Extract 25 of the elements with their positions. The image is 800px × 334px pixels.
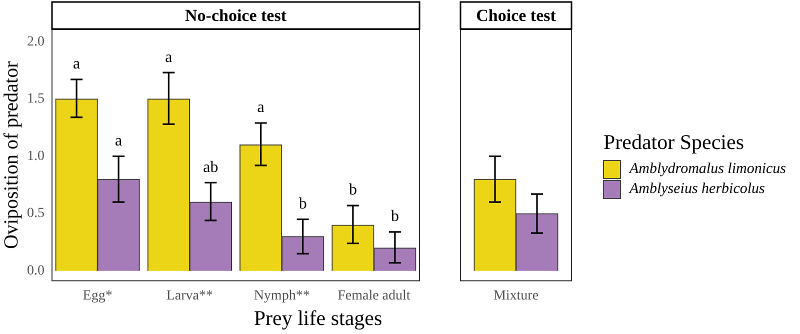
legend-title: Predator Species <box>603 130 746 155</box>
x-tick-label: Mixture <box>493 288 539 304</box>
data-label: b <box>298 196 307 212</box>
chart-title: No-choice test <box>185 6 287 25</box>
data-label: b <box>348 182 357 199</box>
y-tick-label: 2.0 <box>27 34 44 50</box>
x-tick-label: Egg* <box>82 288 112 304</box>
x-tick-label: Female adult <box>338 288 410 304</box>
y-tick-label: 1.0 <box>27 148 44 164</box>
y-tick-label: 0.0 <box>27 264 44 279</box>
legend-label: Amblydromalus limonicus <box>629 160 786 178</box>
data-label: a <box>165 48 172 66</box>
data-label: a <box>257 99 264 116</box>
y-tick-label: 1.5 <box>27 92 44 107</box>
legend-label: Amblyseius herbicolus <box>629 180 765 198</box>
data-label: a <box>73 56 80 73</box>
chart-title: Choice test <box>476 6 556 25</box>
data-label: b <box>390 208 399 226</box>
data-label: a <box>115 132 122 150</box>
y-tick-label: 0.5 <box>27 206 44 222</box>
x-tick-label: Larva** <box>166 288 214 304</box>
y-axis-title: Oviposition of predator <box>0 60 22 249</box>
x-tick-label: Nymph** <box>254 288 310 304</box>
x-axis-title: Prey life stages <box>254 306 382 331</box>
data-label: ab <box>203 158 218 176</box>
